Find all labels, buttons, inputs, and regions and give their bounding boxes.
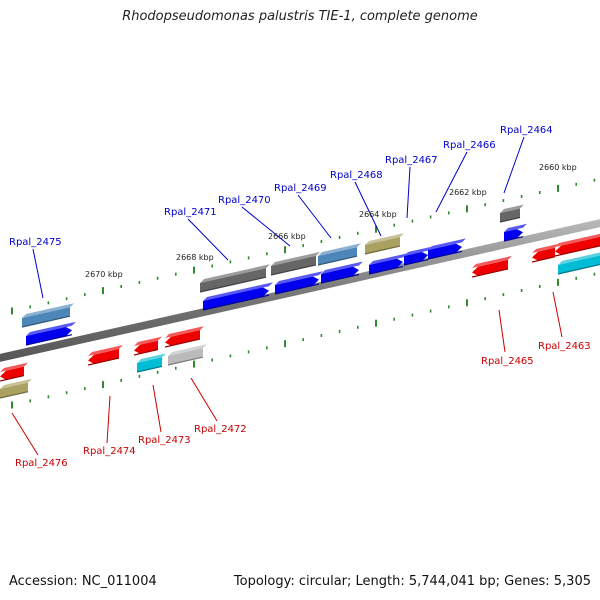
leader-rpal-2464: [503, 136, 525, 194]
gene-features: [0, 204, 600, 399]
topology-text: Topology: circular; Length: 5,744,041 bp…: [233, 574, 591, 589]
leader-rpal-2466: [435, 151, 468, 213]
gene-label-rpal-2470[interactable]: Rpal_2470: [218, 195, 271, 206]
map-title: Rhodopseudomonas palustris TIE-1, comple…: [122, 9, 478, 24]
gene-feature-rpal-2473-b[interactable]: [136, 353, 166, 373]
gene-label-rpal-2471[interactable]: Rpal_2471: [164, 207, 217, 218]
gene-feature-rpal-2466[interactable]: [427, 238, 466, 260]
gene-feature-rpal-2472[interactable]: [164, 326, 204, 348]
gene-label-rpal-2476[interactable]: Rpal_2476: [15, 458, 68, 469]
gene-feature-rpal-2476-b[interactable]: [0, 378, 32, 399]
gene-feature-rpal-2470[interactable]: [202, 282, 273, 311]
kbp-label-2670: 2670 kbp: [85, 270, 123, 279]
leader-rpal-2470: [241, 206, 291, 247]
gene-feature-rpal-2475-a[interactable]: [21, 303, 74, 328]
gene-feature-rpal-2469[interactable]: [274, 271, 323, 295]
accession-text: Accession: NC_011004: [9, 574, 157, 589]
gene-feature-rpal-2463-a[interactable]: [531, 243, 559, 263]
gene-label-rpal-2473[interactable]: Rpal_2473: [138, 435, 191, 446]
leader-rpal-2476: [11, 412, 39, 456]
gene-feature-rpal-2466-a[interactable]: [403, 246, 432, 266]
leader-rpal-2474: [106, 395, 111, 444]
kbp-label-2664: 2664 kbp: [359, 210, 397, 219]
leader-rpal-2475: [32, 248, 44, 299]
leader-rpal-2467: [406, 166, 411, 219]
label-leader-lines: [11, 136, 563, 456]
gene-label-rpal-2472[interactable]: Rpal_2472: [194, 424, 247, 435]
gene-feature-rpal-2464-a[interactable]: [499, 204, 524, 223]
leader-rpal-2465: [498, 309, 506, 353]
gene-feature-rpal-2472-b[interactable]: [167, 344, 207, 366]
gene-label-rpal-2468[interactable]: Rpal_2468: [330, 170, 383, 181]
gene-feature-rpal-2464[interactable]: [503, 223, 527, 242]
leader-rpal-2471: [187, 218, 229, 261]
tick-marks: [11, 178, 596, 409]
leader-rpal-2469: [297, 194, 332, 239]
kbp-label-2660: 2660 kbp: [539, 163, 577, 172]
genome-backbone: [0, 219, 600, 362]
kbp-label-2666: 2666 kbp: [268, 232, 306, 241]
gene-feature-rpal-2468-a[interactable]: [317, 243, 361, 266]
gene-feature-rpal-2465[interactable]: [471, 255, 512, 278]
leader-rpal-2468: [354, 181, 382, 237]
gene-feature-rpal-2463-b[interactable]: [557, 250, 600, 275]
gene-feature-rpal-2475-b[interactable]: [25, 321, 76, 346]
gene-label-rpal-2463[interactable]: Rpal_2463: [538, 341, 591, 352]
kbp-label-2662: 2662 kbp: [449, 188, 487, 197]
gene-label-rpal-2474[interactable]: Rpal_2474: [83, 446, 136, 457]
gene-label-rpal-2475[interactable]: Rpal_2475: [9, 237, 62, 248]
gene-feature-rpal-2471[interactable]: [199, 264, 270, 293]
gene-feature-rpal-2469-a[interactable]: [270, 251, 320, 276]
leader-rpal-2473: [152, 384, 162, 433]
leader-rpal-2463: [552, 291, 563, 338]
gene-label-rpal-2465[interactable]: Rpal_2465: [481, 356, 534, 367]
kbp-label-2668: 2668 kbp: [176, 253, 214, 262]
gene-feature-rpal-2474[interactable]: [87, 345, 123, 366]
gene-label-rpal-2464[interactable]: Rpal_2464: [500, 125, 553, 136]
gene-feature-rpal-2467-a[interactable]: [364, 233, 404, 255]
gene-feature-rpal-2476-a[interactable]: [0, 362, 28, 382]
gene-feature-rpal-2473[interactable]: [133, 336, 162, 356]
leader-rpal-2472: [190, 377, 218, 422]
gene-label-rpal-2469[interactable]: Rpal_2469: [274, 183, 327, 194]
gene-feature-rpal-2463[interactable]: [554, 232, 600, 257]
gene-feature-rpal-2467[interactable]: [368, 253, 407, 275]
gene-label-rpal-2466[interactable]: Rpal_2466: [443, 140, 496, 151]
gene-feature-rpal-2468[interactable]: [320, 261, 363, 284]
gene-label-rpal-2467[interactable]: Rpal_2467: [385, 155, 438, 166]
